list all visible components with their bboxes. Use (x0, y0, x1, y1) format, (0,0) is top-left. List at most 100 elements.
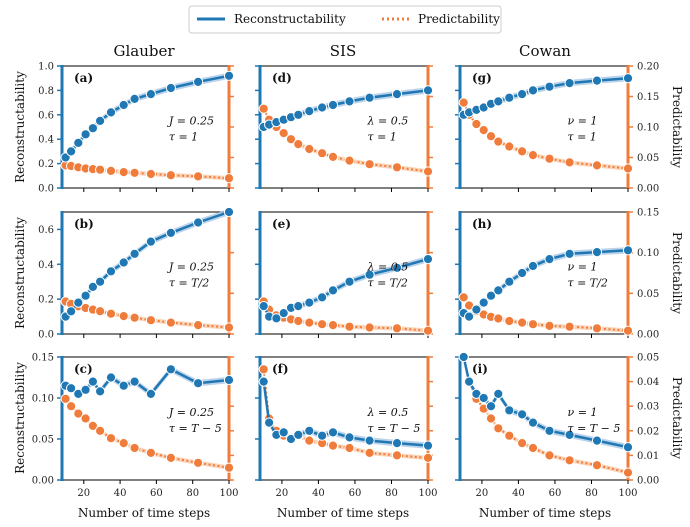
reconstructability-point (80, 129, 91, 140)
reconstructability-point (344, 276, 355, 287)
reconstructability-point (223, 70, 235, 81)
predictability-point (485, 413, 497, 424)
reconstructability-point (165, 82, 176, 94)
panel-label: (f) (272, 362, 289, 376)
panel-label: (d) (272, 71, 292, 85)
predictability-point (564, 321, 575, 332)
reconstructability-point (145, 388, 156, 399)
reconstructability-point (622, 73, 634, 84)
reconstructability-point (66, 146, 77, 157)
x-tick-label: 80 (585, 488, 598, 499)
reconstructability-point (129, 248, 140, 259)
panel-label: (c) (74, 362, 93, 376)
left-tick-label: 0.8 (38, 86, 54, 97)
reconstructability-point (517, 267, 528, 279)
predictability-point (304, 435, 315, 446)
predictability-point (327, 151, 339, 162)
reconstructability-point (95, 115, 106, 127)
panel-f: 20 40 60 80 100 (f) λ = 0.5 τ = T − 5 (255, 356, 438, 499)
right-tick-label: 0.05 (637, 353, 659, 364)
predictability-point (105, 308, 117, 319)
reconstructability-point (193, 217, 204, 228)
panel-b: 0.0 0.2 0.4 0.6 (b) J = 0.25 τ = T/2 (38, 206, 235, 341)
reconstructability-point (271, 313, 282, 324)
reconstructability-point (344, 432, 355, 443)
reconstructability-point (293, 109, 304, 120)
left-tick-label: 0.2 (38, 295, 54, 306)
reconstructability-point (517, 89, 528, 100)
panel-param-tau: τ = T/2 (568, 277, 608, 290)
panel-label: (i) (472, 362, 488, 376)
panel-param-primary: λ = 0.5 (367, 261, 409, 274)
predictability-point (478, 125, 489, 136)
reconstructability-point (564, 248, 575, 259)
right-ylabel-row1: Predictability (670, 86, 684, 168)
x-tick-label: 100 (418, 488, 437, 499)
reconstructability-point (165, 364, 176, 375)
predictability-point (364, 322, 375, 333)
predictability-point (105, 433, 117, 444)
reconstructability-point (95, 276, 106, 287)
predictability-point (145, 447, 156, 458)
reconstructability-point (258, 301, 269, 312)
predictability-point (95, 164, 106, 175)
panel-label: (a) (74, 71, 93, 85)
predictability-point (504, 430, 515, 441)
reconstructability-point (73, 297, 84, 308)
reconstructability-point (327, 427, 339, 438)
panel-param-tau: τ = T − 5 (568, 422, 621, 435)
panel-e: (e) λ = 0.5 τ = T/2 (255, 211, 434, 338)
predictability-point (591, 323, 603, 334)
reconstructability-point (223, 374, 235, 386)
predictability-point (517, 317, 528, 328)
reconstructability-point (193, 76, 204, 88)
panel-a: 0.0 0.2 0.4 0.6 0.8 1.0 (a) J = 0.25 τ = 1 (38, 62, 235, 195)
panel-g: 0.00 0.05 0.10 0.15 0.20 (g) ν = 1 τ = 1 (455, 62, 659, 195)
reconstructability-point (622, 442, 634, 453)
predictability-point (285, 134, 297, 145)
predictability-point (258, 103, 269, 114)
predictability-confidence-band (263, 367, 428, 461)
predictability-point (544, 320, 555, 331)
panel-param-primary: ν = 1 (568, 261, 598, 274)
panel-param-tau: τ = 1 (368, 131, 397, 144)
reconstructability-point (622, 245, 634, 256)
predictability-point (422, 452, 434, 463)
left-tick-label: 0.10 (32, 394, 54, 405)
x-tick-label: 80 (385, 488, 398, 499)
reconstructability-point (564, 429, 575, 440)
predictability-point (504, 141, 515, 152)
right-tick-label: 0.20 (637, 62, 659, 73)
predictability-point (105, 165, 117, 176)
panel-param-tau: τ = T − 5 (169, 422, 222, 435)
reconstructability-point (327, 285, 339, 296)
predictability-point (223, 173, 235, 184)
predictability-point (364, 159, 375, 170)
reconstructability-confidence-band (65, 208, 229, 320)
predictability-point (129, 167, 140, 178)
reconstructability-point (304, 297, 315, 308)
reconstructability-point (87, 376, 99, 387)
reconstructability-point (165, 227, 176, 238)
reconstructability-point (422, 254, 434, 265)
reconstructability-point (364, 92, 375, 103)
predictability-point (165, 170, 176, 181)
reconstructability-point (544, 81, 555, 92)
left-tick-label: 0.0 (38, 330, 54, 341)
x-tick-label: 60 (349, 488, 362, 499)
predictability-point (493, 136, 504, 147)
predictability-point (622, 325, 634, 336)
panel-label: (b) (74, 217, 94, 231)
reconstructability-point (422, 440, 434, 451)
predictability-point (66, 401, 77, 412)
reconstructability-point (278, 427, 289, 438)
xlabel-col3: Number of time steps (479, 506, 611, 520)
reconstructability-confidence-band (263, 87, 428, 131)
predictability-point (129, 312, 140, 323)
predictability-point (118, 438, 129, 449)
predictability-point (422, 325, 434, 336)
left-ylabel-row1: Reconstructability (13, 71, 27, 183)
reconstructability-point (478, 392, 489, 404)
predictability-point (544, 450, 555, 461)
